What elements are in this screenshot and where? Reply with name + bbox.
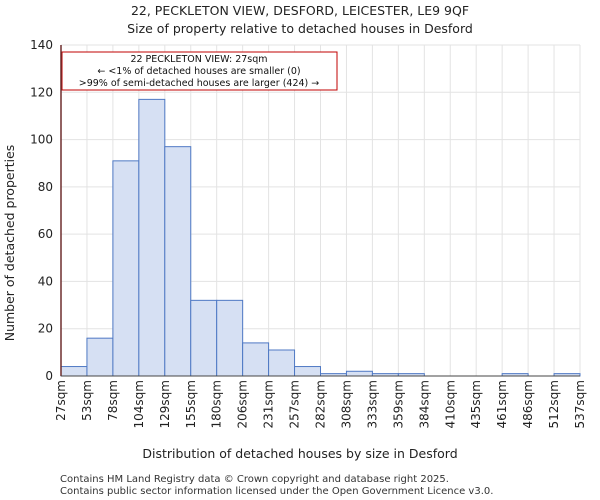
x-tick-label: 384sqm bbox=[417, 380, 431, 428]
x-tick-label: 231sqm bbox=[262, 380, 276, 428]
chart-title-line2: Size of property relative to detached ho… bbox=[127, 21, 473, 36]
x-tick-label: 486sqm bbox=[521, 380, 535, 428]
footer-line2: Contains public sector information licen… bbox=[60, 486, 493, 497]
x-tick-label: 257sqm bbox=[288, 380, 302, 428]
x-tick-label: 333sqm bbox=[365, 380, 379, 428]
x-tick-label: 53sqm bbox=[80, 380, 94, 421]
x-tick-label: 282sqm bbox=[314, 380, 328, 428]
histogram-bar bbox=[164, 146, 192, 377]
histogram-bar bbox=[86, 337, 114, 377]
x-tick-label: 180sqm bbox=[210, 380, 224, 428]
y-tick-label: 0 bbox=[45, 369, 53, 383]
x-tick-layer: 27sqm 53sqm 78sqm 104sqm 129sqm 155sqm 180sqm 2… bbox=[54, 380, 587, 428]
histogram-bar bbox=[112, 160, 140, 377]
x-tick-label: 155sqm bbox=[184, 380, 198, 428]
annotation-box bbox=[61, 51, 338, 91]
y-axis-label: Number of detached properties bbox=[2, 145, 17, 342]
x-tick-label: 461sqm bbox=[495, 380, 509, 428]
annotation-line2: ← <1% of detached houses are smaller (0) bbox=[97, 66, 300, 77]
y-tick-label: 80 bbox=[38, 180, 53, 194]
x-tick-label: 129sqm bbox=[158, 380, 172, 428]
histogram-bar bbox=[190, 299, 218, 377]
x-tick-label: 410sqm bbox=[443, 380, 457, 428]
x-tick-label: 359sqm bbox=[391, 380, 405, 428]
x-tick-label: 27sqm bbox=[54, 380, 68, 421]
y-tick-label: 60 bbox=[38, 227, 53, 241]
histogram-bar bbox=[268, 349, 296, 377]
y-tick-layer: 0 20 40 60 80 100 120 140 bbox=[30, 38, 53, 383]
y-tick-label: 140 bbox=[30, 38, 53, 52]
y-tick-label: 20 bbox=[38, 322, 53, 336]
histogram-bar bbox=[294, 366, 321, 377]
histogram-bar bbox=[138, 98, 166, 377]
x-tick-label: 537sqm bbox=[573, 380, 587, 428]
y-tick-label: 40 bbox=[38, 274, 53, 288]
y-tick-label: 120 bbox=[30, 85, 53, 99]
annotation-line1: 22 PECKLETON VIEW: 27sqm bbox=[130, 54, 267, 65]
y-tick-label: 100 bbox=[30, 133, 53, 147]
x-tick-label: 104sqm bbox=[132, 380, 146, 428]
x-tick-label: 78sqm bbox=[106, 380, 120, 421]
bar-layer bbox=[60, 98, 581, 377]
annotation-line3: >99% of semi-detached houses are larger … bbox=[79, 78, 320, 89]
x-tick-label: 435sqm bbox=[469, 380, 483, 428]
x-tick-label: 512sqm bbox=[547, 380, 561, 428]
histogram-bar bbox=[60, 366, 88, 377]
x-tick-label: 308sqm bbox=[339, 380, 353, 428]
histogram-bar bbox=[242, 342, 270, 377]
chart-title-line1: 22, PECKLETON VIEW, DESFORD, LEICESTER, … bbox=[131, 3, 469, 18]
x-axis-label: Distribution of detached houses by size … bbox=[142, 446, 457, 461]
histogram-bar bbox=[345, 370, 373, 377]
histogram-bar bbox=[216, 299, 244, 377]
footer-line1: Contains HM Land Registry data © Crown c… bbox=[60, 474, 449, 485]
x-tick-label: 206sqm bbox=[236, 380, 250, 428]
